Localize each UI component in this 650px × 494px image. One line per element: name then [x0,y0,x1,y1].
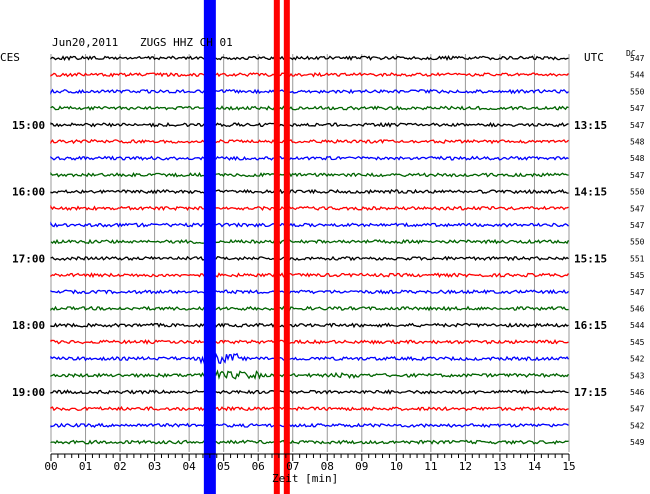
dc-header-label: DC [626,49,636,58]
trace-14 [50,272,570,279]
trace-7 [50,155,569,162]
x-tick-label-14: 14 [528,460,542,473]
x-tick-label-06: 06 [252,460,265,473]
x-tick-label-03: 03 [148,460,161,473]
left-time-label: 16:00 [12,186,45,199]
event-spike-1 [203,0,216,494]
x-tick-label-04: 04 [183,460,197,473]
dc-offset-value: 549 [630,438,645,447]
dc-offset-value: 547 [630,121,645,130]
event-spike-2b [283,0,290,494]
trace-21 [50,389,569,395]
trace-11 [50,221,569,228]
trace-9 [50,188,569,195]
dc-offset-value: 547 [630,405,645,414]
trace-12 [50,238,570,245]
x-axis [50,453,570,461]
dc-offset-value: 551 [630,254,645,263]
trace-2 [50,71,569,78]
dc-offset-value: 545 [630,338,645,347]
trace-6 [50,138,569,145]
dc-offset-value: 543 [630,371,645,380]
trace-20 [50,369,570,381]
x-tick-label-01: 01 [79,460,92,473]
dc-offset-value: 546 [630,305,645,314]
left-zone-label: CES [0,51,20,64]
trace-1 [50,54,569,61]
dc-offset-labels: 547 544 550 547 547 548 548 547 550 547 547 550 551 5… [630,54,645,447]
header-station: ZUGS HHZ CH 01 [140,36,233,49]
dc-offset-value: 550 [630,238,645,247]
x-tick-label-15: 15 [562,460,575,473]
x-tick-label-08: 08 [321,460,334,473]
seismogram-traces [50,54,570,445]
right-time-label: 14:15 [574,186,607,199]
dc-offset-value: 547 [630,171,645,180]
x-tick-label-07: 07 [286,460,299,473]
left-time-label: 17:00 [12,252,45,265]
trace-13 [50,255,569,262]
trace-19 [50,352,570,365]
dc-offset-value: 547 [630,221,645,230]
dc-offset-value: 550 [630,87,645,96]
trace-5 [50,121,569,128]
trace-4 [50,105,569,111]
left-time-label: 19:00 [12,386,45,399]
trace-8 [50,171,569,178]
left-time-label: 15:00 [12,119,45,132]
dc-offset-value: 544 [630,71,645,80]
x-tick-label-11: 11 [424,460,437,473]
right-time-labels: 13:15 14:15 15:15 16:15 17:15 [574,119,607,399]
right-zone-label: UTC [584,51,604,64]
dc-offset-value: 544 [630,321,645,330]
x-tick-label-12: 12 [459,460,472,473]
dc-offset-value: 547 [630,204,645,213]
trace-10 [50,204,569,212]
x-tick-label-10: 10 [390,460,403,473]
trace-24 [50,439,569,445]
right-time-label: 16:15 [574,319,607,332]
event-spike-2a [273,0,280,494]
dc-offset-value: 548 [630,138,645,147]
trace-22 [50,405,569,412]
dc-offset-value: 546 [630,388,645,397]
dc-offset-value: 547 [630,104,645,113]
header-date: Jun20,2011 [52,36,118,49]
trace-15 [50,288,569,295]
dc-offset-value: 542 [630,421,645,430]
left-time-label: 18:00 [12,319,45,332]
dc-offset-value: 547 [630,54,645,63]
right-time-label: 13:15 [574,119,607,132]
x-tick-label-00: 00 [44,460,57,473]
x-tick-label-02: 02 [113,460,126,473]
x-axis-label: Zeit [min] [272,472,338,485]
dc-offset-value: 542 [630,355,645,364]
dc-offset-value: 548 [630,154,645,163]
minute-grid [50,54,570,452]
right-time-label: 15:15 [574,252,607,265]
x-tick-label-05: 05 [217,460,230,473]
x-tick-labels: 00 01 02 03 04 05 06 07 08 09 10 11 12 13 14 15 [44,460,575,473]
x-tick-label-13: 13 [493,460,506,473]
dc-offset-value: 545 [630,271,645,280]
dc-offset-value: 547 [630,288,645,297]
dc-offset-value: 550 [630,188,645,197]
trace-23 [50,422,569,428]
trace-16 [50,305,569,312]
right-time-label: 17:15 [574,386,607,399]
event-spikes [203,0,290,494]
left-time-labels: 15:00 16:00 17:00 18:00 19:00 [12,119,45,399]
trace-17 [50,322,569,329]
x-tick-label-09: 09 [355,460,368,473]
trace-18 [50,338,569,345]
trace-3 [50,88,569,95]
